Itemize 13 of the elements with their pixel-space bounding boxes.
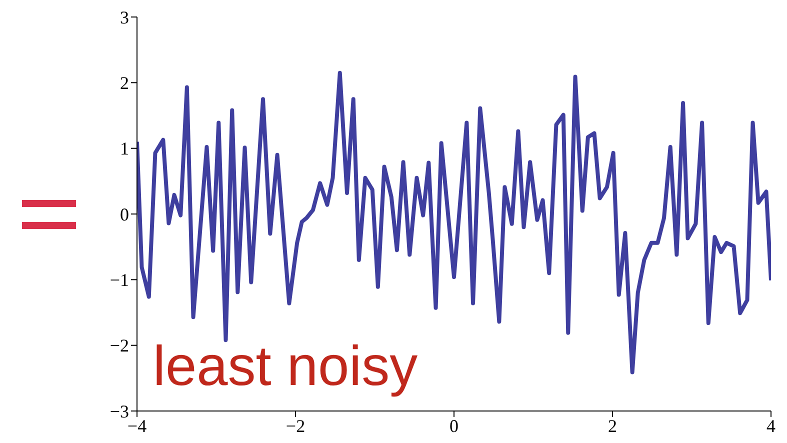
x-tick-label: −4 [127, 416, 147, 436]
y-tick-label: −1 [110, 270, 129, 290]
y-tick-label: −3 [110, 401, 129, 422]
y-tick-label: 0 [120, 204, 129, 224]
y-tick-label: 2 [120, 73, 129, 94]
x-tick-label: 4 [766, 416, 776, 436]
x-tick-label: −2 [286, 416, 306, 436]
x-tick-label: 2 [608, 416, 617, 436]
x-tick-label: 0 [450, 416, 458, 436]
y-tick-label: 1 [120, 138, 129, 159]
annotation: least noisy [153, 334, 418, 397]
y-tick-label: 3 [120, 7, 129, 28]
y-tick-label: −2 [110, 336, 129, 356]
